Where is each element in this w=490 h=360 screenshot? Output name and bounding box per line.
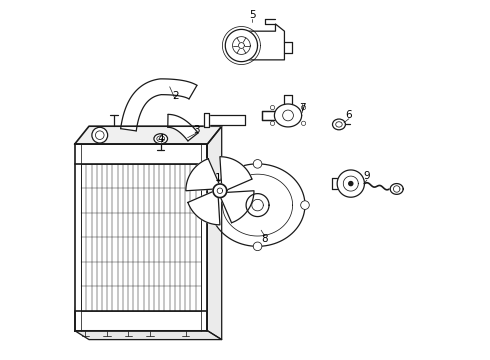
Polygon shape xyxy=(262,111,274,120)
Text: 9: 9 xyxy=(364,171,370,181)
Polygon shape xyxy=(74,126,221,144)
Polygon shape xyxy=(337,170,365,197)
Ellipse shape xyxy=(333,119,345,130)
Polygon shape xyxy=(220,191,254,223)
Text: 4: 4 xyxy=(157,134,164,144)
Polygon shape xyxy=(225,30,258,62)
Ellipse shape xyxy=(336,122,342,127)
Ellipse shape xyxy=(157,136,165,141)
Polygon shape xyxy=(233,37,250,54)
Circle shape xyxy=(253,242,262,251)
Polygon shape xyxy=(188,191,220,225)
Ellipse shape xyxy=(154,134,168,144)
Circle shape xyxy=(301,121,306,126)
Polygon shape xyxy=(220,157,252,190)
Text: 5: 5 xyxy=(249,10,255,20)
Text: 3: 3 xyxy=(193,125,200,135)
Polygon shape xyxy=(246,194,269,217)
Polygon shape xyxy=(210,164,305,246)
Circle shape xyxy=(96,131,104,139)
Circle shape xyxy=(283,110,294,121)
Polygon shape xyxy=(349,181,353,186)
Text: 7: 7 xyxy=(299,103,306,113)
Polygon shape xyxy=(204,113,209,127)
Polygon shape xyxy=(74,144,81,330)
Text: 1: 1 xyxy=(215,173,221,183)
Circle shape xyxy=(92,127,108,143)
Circle shape xyxy=(270,105,275,110)
Polygon shape xyxy=(74,330,221,339)
Polygon shape xyxy=(74,164,207,311)
Polygon shape xyxy=(207,126,221,339)
Text: 6: 6 xyxy=(345,111,352,121)
Polygon shape xyxy=(284,95,293,104)
Polygon shape xyxy=(245,24,285,60)
Text: 2: 2 xyxy=(172,91,178,101)
Polygon shape xyxy=(74,311,207,330)
Circle shape xyxy=(206,201,215,210)
Polygon shape xyxy=(186,159,220,191)
Circle shape xyxy=(253,159,262,168)
Circle shape xyxy=(270,121,275,126)
Polygon shape xyxy=(74,144,207,164)
Polygon shape xyxy=(213,184,227,198)
Polygon shape xyxy=(239,42,245,49)
Circle shape xyxy=(301,105,306,110)
Circle shape xyxy=(301,201,309,210)
Polygon shape xyxy=(121,79,197,131)
Polygon shape xyxy=(207,115,245,125)
Text: 8: 8 xyxy=(261,234,268,244)
Polygon shape xyxy=(168,114,198,141)
Polygon shape xyxy=(274,104,302,127)
Polygon shape xyxy=(201,144,207,330)
Polygon shape xyxy=(390,184,403,194)
